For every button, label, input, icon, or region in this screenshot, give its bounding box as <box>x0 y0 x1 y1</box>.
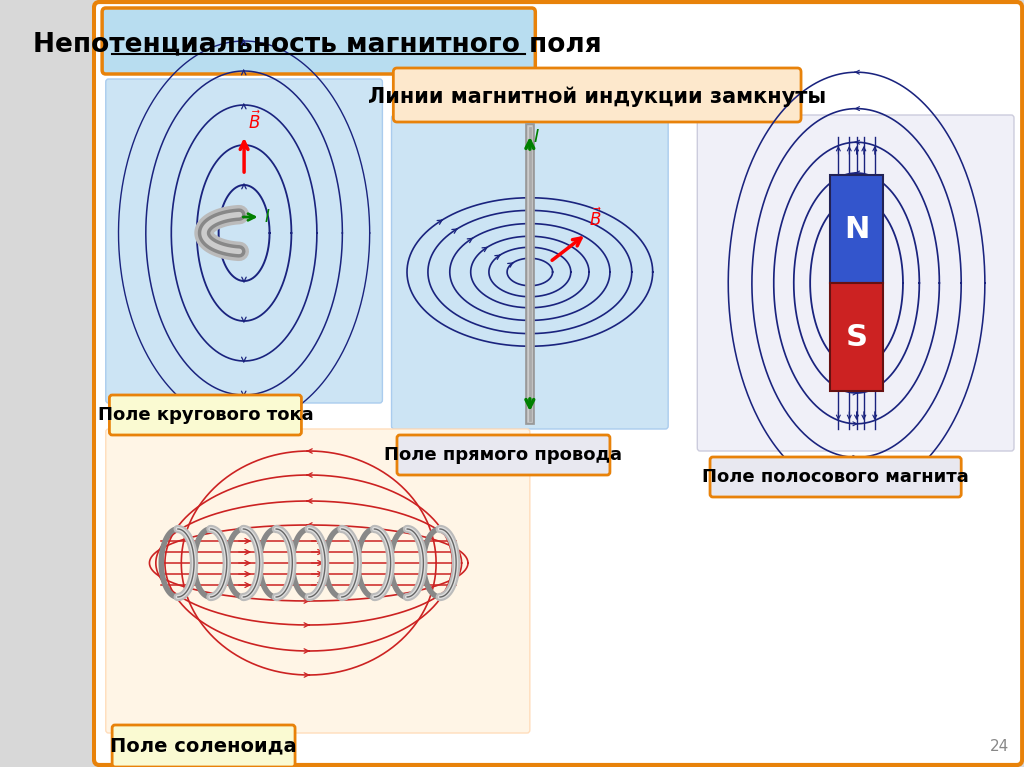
Text: Непотенциальность магнитного поля: Непотенциальность магнитного поля <box>34 31 602 57</box>
Bar <box>830 283 883 391</box>
Text: S: S <box>846 322 867 351</box>
FancyBboxPatch shape <box>113 725 295 767</box>
Text: I: I <box>264 208 269 226</box>
FancyBboxPatch shape <box>94 2 1022 765</box>
FancyBboxPatch shape <box>710 457 962 497</box>
FancyBboxPatch shape <box>391 115 669 429</box>
Text: 24: 24 <box>990 739 1010 754</box>
Text: Поле прямого провода: Поле прямого провода <box>384 446 623 464</box>
FancyBboxPatch shape <box>697 115 1014 451</box>
FancyBboxPatch shape <box>105 79 382 403</box>
Text: Поле полосового магнита: Поле полосового магнита <box>702 468 969 486</box>
FancyBboxPatch shape <box>110 395 301 435</box>
FancyBboxPatch shape <box>102 8 536 74</box>
Text: Поле соленоида: Поле соленоида <box>111 736 297 755</box>
Text: I: I <box>534 128 539 146</box>
FancyBboxPatch shape <box>105 429 529 733</box>
Text: N: N <box>844 215 869 243</box>
Text: $\vec{B}$: $\vec{B}$ <box>589 208 602 230</box>
Bar <box>830 175 883 283</box>
FancyBboxPatch shape <box>393 68 801 122</box>
Text: Поле кругового тока: Поле кругового тока <box>97 406 313 424</box>
Text: Линии магнитной индукции замкнуты: Линии магнитной индукции замкнуты <box>368 87 826 107</box>
FancyBboxPatch shape <box>397 435 610 475</box>
Text: $\vec{B}$: $\vec{B}$ <box>248 110 261 133</box>
